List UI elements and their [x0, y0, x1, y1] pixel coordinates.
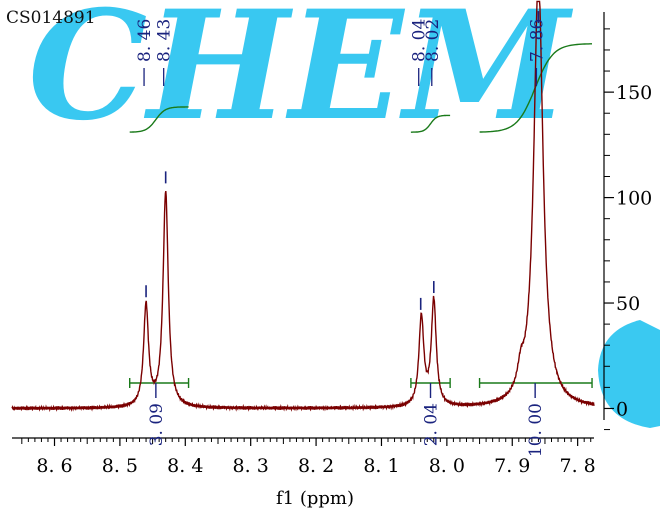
watermark-shape — [598, 320, 660, 428]
x-tick-label-3: 8. 3 — [233, 455, 269, 477]
x-tick-label-1: 8. 5 — [102, 455, 138, 477]
peak-label-1: 8. 43 — [155, 19, 175, 62]
integral-curve-0 — [129, 106, 189, 133]
sample-id: CS014891 — [6, 8, 96, 28]
y-tick-label-3: 150 — [616, 82, 652, 104]
peak-label-3: 8. 02 — [423, 19, 443, 62]
x-tick-label-6: 8. 0 — [429, 455, 465, 477]
peak-labels: 8. 46 8. 43 8. 048. 02 7. 86 — [135, 11, 547, 310]
integral-value-1: 2. 04 — [422, 403, 442, 446]
spectrum-trace — [11, 0, 595, 413]
integral-curve-1 — [410, 114, 451, 133]
x-tick-label-7: 7. 9 — [494, 455, 530, 477]
y-tick-label-1: 50 — [616, 293, 640, 315]
integral-value-0: 3. 09 — [147, 403, 167, 446]
watermark-text: CHEM — [28, 0, 573, 154]
y-tick-label-2: 100 — [616, 188, 652, 210]
peak-label-2: 8. 04 — [410, 19, 430, 62]
x-tick-label-5: 8. 1 — [363, 455, 399, 477]
x-tick-label-2: 8. 4 — [167, 455, 203, 477]
spectrum — [11, 0, 595, 413]
x-axis-label: f1 (ppm) — [276, 488, 354, 509]
x-tick-label-8: 7. 8 — [560, 455, 596, 477]
x-tick-label-4: 8. 2 — [298, 455, 334, 477]
peak-label-0: 8. 46 — [135, 19, 155, 62]
y-tick-label-0: 0 — [616, 398, 628, 420]
peak-label-4: 7. 86 — [527, 19, 547, 62]
integral-value-2: 10. 00 — [526, 403, 546, 457]
integrals: 3. 09 2. 04 10. 00 — [129, 43, 593, 457]
axes: 8. 6 8. 5 8. 4 8. 3 8. 2 8. 1 8. 0 7. 9 7. 8 0 50 1… — [12, 12, 652, 477]
watermark: CHEM — [28, 0, 660, 428]
x-tick-label-0: 8. 6 — [36, 455, 72, 477]
